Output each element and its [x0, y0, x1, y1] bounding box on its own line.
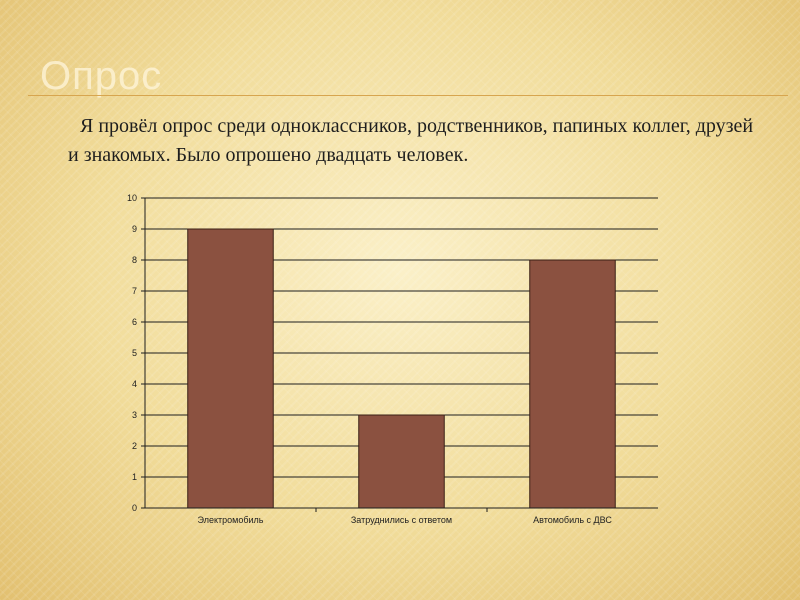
- bar-1: [358, 414, 445, 509]
- slide-title: Опрос: [40, 54, 163, 98]
- y-tick-label: 5: [132, 348, 137, 358]
- bar-2: [529, 259, 616, 509]
- y-tick-label: 8: [132, 255, 137, 265]
- bar-chart: 0 1 2 3 4 5 6 7 8 9 10 Электромобиль Затруднились с…: [127, 193, 658, 525]
- y-tick-label: 0: [132, 503, 137, 513]
- x-tick-label: Электромобиль: [198, 515, 264, 525]
- y-tick-label: 3: [132, 410, 137, 420]
- x-axis-ticks: Электромобиль Затруднились с ответом Автом…: [198, 508, 612, 525]
- y-tick-label: 4: [132, 379, 137, 389]
- y-tick-label: 1: [132, 472, 137, 482]
- y-tick-label: 9: [132, 224, 137, 234]
- intro-paragraph: Я провёл опрос среди одноклассников, род…: [68, 115, 754, 166]
- y-tick-label: 10: [127, 193, 137, 203]
- title-divider: [28, 95, 788, 96]
- x-tick-label: Затруднились с ответом: [351, 515, 452, 525]
- bars: [187, 228, 616, 509]
- y-tick-label: 7: [132, 286, 137, 296]
- y-tick-label: 2: [132, 441, 137, 451]
- bar-0: [187, 228, 274, 509]
- y-tick-label: 6: [132, 317, 137, 327]
- y-axis-ticks: 0 1 2 3 4 5 6 7 8 9 10: [127, 193, 145, 513]
- x-tick-label: Автомобиль с ДВС: [533, 515, 612, 525]
